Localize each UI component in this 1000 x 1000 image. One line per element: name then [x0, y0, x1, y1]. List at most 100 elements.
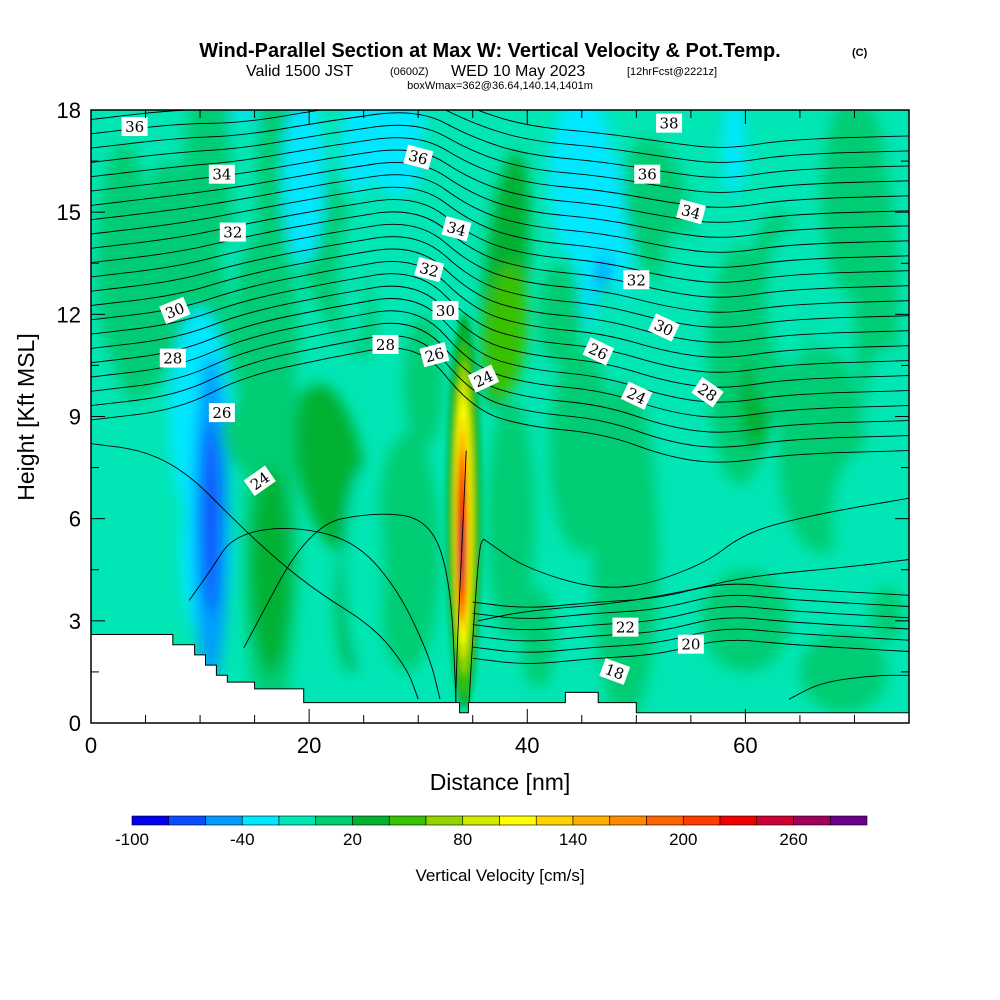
chart-title: Wind-Parallel Section at Max W: Vertical… [199, 40, 780, 62]
colorbar-swatch [756, 815, 794, 826]
colorbar-swatch [829, 815, 868, 826]
theta-contour-20 [91, 110, 909, 163]
theta-contour-low-3 [483, 497, 909, 588]
theta-contour-low-4 [478, 559, 909, 622]
w-cell-11 [202, 423, 220, 615]
theta-contour-21 [91, 110, 909, 148]
contour-label-10: 30 [432, 300, 459, 320]
theta-contour-6 [91, 273, 909, 373]
theta-contour-2 [91, 322, 909, 433]
w-cell-18 [404, 314, 444, 451]
contour-label-text: 36 [125, 118, 144, 136]
y-tick-label: 3 [69, 609, 81, 634]
theta-contour-3 [91, 310, 909, 418]
colorbar-swatch [535, 815, 574, 826]
contour-label-0: 36 [121, 117, 148, 137]
theta-contour-15 [91, 161, 909, 238]
contour-label-text: 32 [223, 224, 242, 242]
contour-label-text: 26 [423, 344, 446, 366]
w-cell-21 [341, 110, 375, 196]
x-axis-label: Distance [nm] [430, 769, 571, 795]
contour-label-9: 32 [414, 257, 445, 283]
colorbar-swatch [793, 815, 831, 826]
contour-label-15: 36 [634, 164, 661, 184]
theta-contour-core-l [454, 450, 467, 713]
contour-label-text: 28 [163, 350, 182, 368]
theta-contour-13 [91, 186, 909, 268]
theta-contour-bl-4 [472, 594, 909, 619]
w-cell-25 [230, 110, 257, 247]
colorbar-swatch [609, 815, 647, 826]
colorbar-swatch [315, 815, 353, 826]
w-cell-29 [486, 399, 535, 638]
theta-contour-low-1 [188, 527, 441, 700]
contour-label-text: 18 [602, 660, 626, 683]
contour-label-text: 28 [376, 336, 395, 354]
contour-label-text: 36 [407, 147, 430, 169]
colorbar-swatch [352, 815, 390, 826]
w-cell-42 [723, 110, 746, 196]
copyright-mark: (C) [852, 47, 868, 59]
w-cell-19 [363, 110, 430, 196]
w-cell-40 [658, 365, 713, 536]
colorbar-tick-label: 140 [559, 830, 587, 849]
colorbar-swatch [719, 815, 758, 826]
colorbar-tick-label: -40 [230, 830, 255, 849]
subtitle-utc: (0600Z) [390, 66, 429, 78]
contour-label-2: 32 [219, 222, 246, 242]
w-cell-36 [538, 263, 582, 366]
colorbar: -100 -40 20 80 140 200 260 [115, 815, 868, 849]
subtitle-forecast: [12hrFcst@2221z] [627, 66, 717, 78]
theta-contour-18 [91, 124, 909, 193]
theta-contour-low-2 [243, 513, 457, 710]
theta-contour-core-r [467, 538, 484, 713]
w-cell-50 [799, 631, 888, 713]
contour-label-17: 32 [623, 270, 650, 290]
contour-label-12: 26 [419, 342, 450, 368]
y-tick-label: 18 [57, 98, 81, 123]
subtitle-date: WED 10 May 2023 [451, 63, 585, 80]
contour-label-text: 30 [436, 302, 455, 320]
theta-contour-bl-0 [472, 639, 909, 664]
theta-contour-19 [91, 112, 909, 178]
colorbar-swatch [241, 815, 280, 826]
contour-label-16: 34 [675, 199, 707, 225]
theta-contour-bl-1 [472, 628, 909, 653]
x-tick-label: 40 [515, 733, 539, 758]
colorbar-swatch [462, 815, 500, 826]
w-cell-7 [91, 254, 148, 511]
terrain [91, 634, 909, 723]
theta-contour-8 [91, 248, 909, 343]
contour-label-23: 20 [677, 634, 704, 654]
contour-label-text: 22 [616, 619, 635, 637]
theta-contour-bl-5 [472, 583, 909, 608]
w-cell-53 [767, 229, 811, 366]
theta-contour-11 [91, 211, 909, 298]
w-cell-14 [251, 467, 291, 672]
colorbar-swatch [131, 815, 170, 826]
colorbar-swatch [278, 815, 317, 826]
theta-contour-1 [91, 335, 909, 448]
colorbar-tick-label: 260 [779, 830, 807, 849]
w-cell-17 [374, 433, 441, 672]
colorbar-swatch [425, 815, 464, 826]
theta-contour-10 [91, 223, 909, 313]
colorbar-swatch [682, 815, 721, 826]
contour-label-text: 34 [679, 201, 702, 223]
contour-label-text: 34 [212, 166, 231, 184]
colorbar-tick-label: 20 [343, 830, 362, 849]
chart-subtitle-box: boxWmax=362@36.64,140.14,1401m [407, 80, 593, 92]
contour-label-text: 20 [681, 636, 700, 654]
theta-contour-9 [91, 236, 909, 328]
colorbar-swatch [168, 815, 206, 826]
theta-contour-12 [91, 199, 909, 283]
contour-label-text: 34 [445, 218, 468, 240]
theta-contour-17 [91, 137, 909, 208]
w-cell-30 [521, 586, 555, 689]
colorbar-swatch [388, 815, 427, 826]
contour-label-1: 34 [208, 164, 235, 184]
y-tick-label: 12 [57, 302, 81, 327]
x-tick-label: 20 [297, 733, 321, 758]
theta-contour-7 [91, 260, 909, 358]
